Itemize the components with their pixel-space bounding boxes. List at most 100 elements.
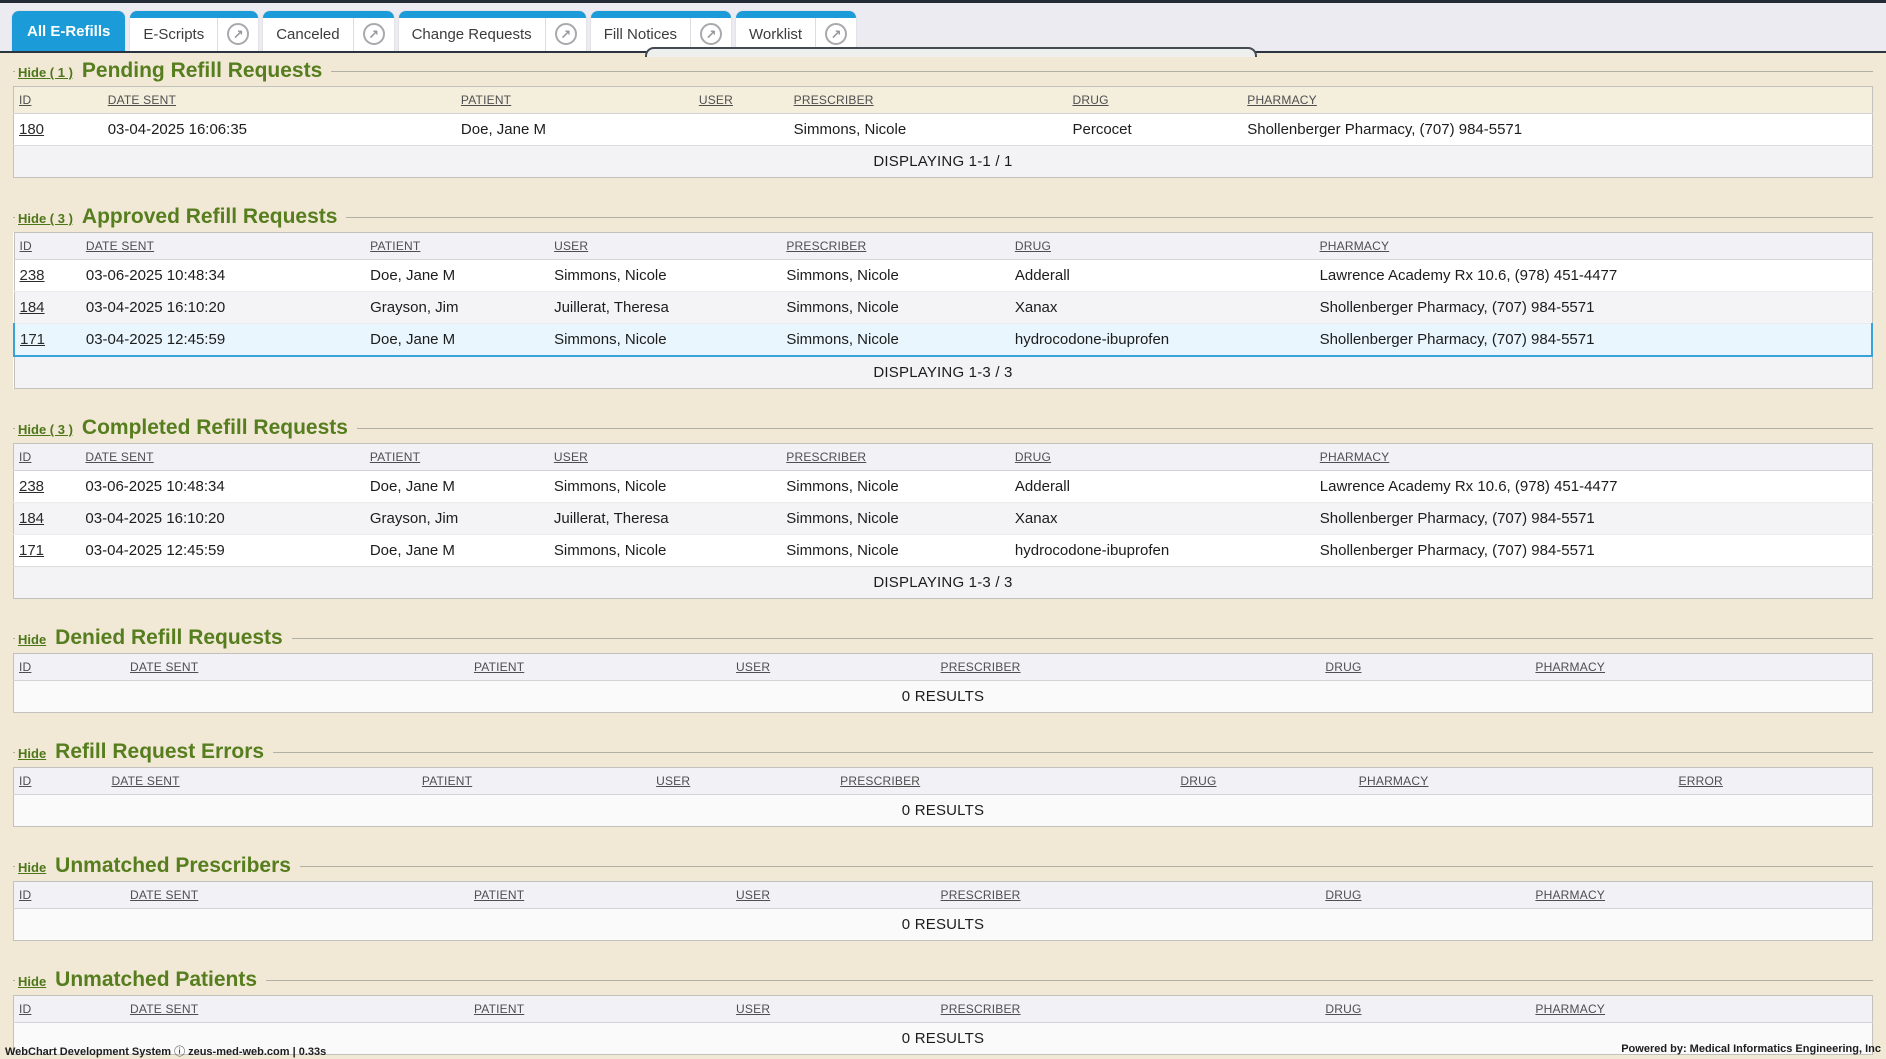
table-row[interactable]: 238 03-06-2025 10:48:34 Doe, Jane M Simmons…: [14, 260, 1872, 292]
id-cell: 180: [14, 114, 103, 146]
refill-id-link[interactable]: 171: [19, 542, 45, 559]
column-header-id[interactable]: ID: [13, 443, 81, 471]
column-header-error[interactable]: ERROR: [1673, 767, 1873, 795]
column-header-user[interactable]: USER: [651, 767, 836, 795]
hide-link-errors[interactable]: Hide: [18, 746, 47, 761]
cell-date-sent: 03-04-2025 12:45:59: [80, 323, 366, 357]
column-header-date-sent[interactable]: DATE SENT: [106, 767, 417, 795]
column-header-date-sent[interactable]: DATE SENT: [125, 653, 469, 681]
column-header-pharmacy[interactable]: PHARMACY: [1530, 881, 1873, 909]
tab-all-e-refills[interactable]: All E-Refills: [12, 11, 126, 51]
table-row[interactable]: 238 03-06-2025 10:48:34 Doe, Jane M Simmons…: [14, 471, 1873, 503]
column-header-date-sent[interactable]: DATE SENT: [102, 86, 456, 114]
popout-arrow-icon[interactable]: ↗: [362, 23, 385, 45]
column-header-patient[interactable]: PATIENT: [455, 86, 694, 114]
column-header-date-sent[interactable]: DATE SENT: [80, 232, 366, 260]
column-header-prescriber[interactable]: PRESCRIBER: [835, 767, 1176, 795]
column-header-drug[interactable]: DRUG: [1320, 653, 1531, 681]
column-header-prescriber[interactable]: PRESCRIBER: [781, 232, 1010, 260]
column-header-prescriber[interactable]: PRESCRIBER: [935, 881, 1321, 909]
tab-worklist[interactable]: Worklist ↗: [736, 11, 857, 51]
cell-drug: Xanax: [1009, 291, 1315, 324]
zero-results-label: 0 RESULTS: [13, 908, 1873, 941]
column-header-prescriber[interactable]: PRESCRIBER: [935, 653, 1321, 681]
column-header-drug[interactable]: DRUG: [1320, 995, 1531, 1023]
hide-link-denied[interactable]: Hide: [18, 632, 47, 647]
column-header-pharmacy[interactable]: PHARMACY: [1530, 653, 1873, 681]
table-row[interactable]: 171 03-04-2025 12:45:59 Doe, Jane M Simmons…: [13, 534, 1873, 567]
section-errors: Hide Refill Request Errors ID DATE SENT PATI…: [13, 740, 1873, 827]
refill-id-link[interactable]: 180: [19, 121, 45, 138]
section-title: Denied Refill Requests: [55, 626, 283, 649]
table-row[interactable]: 184 03-04-2025 16:10:20 Grayson, Jim Juille…: [14, 291, 1872, 324]
refill-table-errors: ID DATE SENT PATIENT USER PRESCRIBER DRUG PHAR…: [13, 767, 1873, 827]
popout-arrow-icon[interactable]: ↗: [227, 23, 250, 45]
column-header-pharmacy[interactable]: PHARMACY: [1314, 443, 1873, 471]
refill-id-link[interactable]: 184: [19, 510, 45, 527]
hide-link-unmatched-patients[interactable]: Hide: [18, 974, 47, 989]
table-footer-row: DISPLAYING 1-1 / 1: [13, 145, 1873, 178]
column-header-drug[interactable]: DRUG: [1009, 443, 1315, 471]
column-header-patient[interactable]: PATIENT: [468, 653, 732, 681]
column-header-id[interactable]: ID: [13, 881, 126, 909]
id-cell: 184: [13, 502, 81, 535]
column-header-id[interactable]: ID: [14, 232, 81, 260]
tab-canceled[interactable]: Canceled ↗: [263, 11, 394, 51]
column-header-patient[interactable]: PATIENT: [364, 443, 549, 471]
column-header-patient[interactable]: PATIENT: [468, 995, 732, 1023]
popout-arrow-icon[interactable]: ↗: [700, 23, 723, 45]
column-header-drug[interactable]: DRUG: [1175, 767, 1354, 795]
column-header-prescriber[interactable]: PRESCRIBER: [781, 443, 1010, 471]
cell-prescriber: Simmons, Nicole: [786, 478, 899, 495]
column-header-prescriber[interactable]: PRESCRIBER: [788, 86, 1068, 114]
column-header-user[interactable]: USER: [731, 653, 936, 681]
hide-link-approved[interactable]: Hide ( 3 ): [18, 211, 73, 226]
column-header-pharmacy[interactable]: PHARMACY: [1314, 232, 1872, 260]
table-row[interactable]: 180 03-04-2025 16:06:35 Doe, Jane M Simmons…: [14, 114, 1873, 146]
tab-e-scripts[interactable]: E-Scripts ↗: [130, 11, 259, 51]
column-header-patient[interactable]: PATIENT: [365, 232, 550, 260]
refill-id-link[interactable]: 171: [20, 331, 46, 348]
popout-arrow-icon[interactable]: ↗: [554, 23, 577, 45]
popout-arrow-icon[interactable]: ↗: [825, 23, 848, 45]
hide-link-unmatched-prescribers[interactable]: Hide: [18, 860, 47, 875]
cell-prescriber: Simmons, Nicole: [793, 121, 907, 138]
hide-link-pending[interactable]: Hide ( 1 ): [18, 65, 73, 80]
tab-change-requests[interactable]: Change Requests ↗: [398, 11, 586, 51]
refill-id-link[interactable]: 238: [19, 267, 45, 284]
column-header-id[interactable]: ID: [13, 653, 126, 681]
column-header-pharmacy[interactable]: PHARMACY: [1242, 86, 1873, 114]
table-row[interactable]: 184 03-04-2025 16:10:20 Grayson, Jim Juille…: [13, 502, 1873, 535]
column-header-prescriber[interactable]: PRESCRIBER: [935, 995, 1321, 1023]
column-header-user[interactable]: USER: [731, 995, 936, 1023]
cell-user: Simmons, Nicole: [554, 267, 667, 284]
column-header-date-sent[interactable]: DATE SENT: [80, 443, 365, 471]
column-header-drug[interactable]: DRUG: [1320, 881, 1531, 909]
table-row[interactable]: 171 03-04-2025 12:45:59 Doe, Jane M Simmons…: [13, 323, 1874, 357]
cell-patient: Doe, Jane M: [365, 323, 550, 357]
tab-fill-notices[interactable]: Fill Notices ↗: [590, 11, 732, 51]
column-header-user[interactable]: USER: [548, 443, 782, 471]
footer-left: WebChart Development System ⓘ zeus-med-web…: [5, 1043, 326, 1059]
column-header-id[interactable]: ID: [13, 995, 126, 1023]
column-header-pharmacy[interactable]: PHARMACY: [1530, 995, 1873, 1023]
refill-id-link[interactable]: 238: [19, 478, 45, 495]
column-header-date-sent[interactable]: DATE SENT: [125, 995, 469, 1023]
section-title: Completed Refill Requests: [81, 416, 348, 439]
column-header-user[interactable]: USER: [693, 86, 789, 114]
cell-drug: Adderall: [1014, 267, 1070, 284]
column-header-user[interactable]: USER: [549, 232, 782, 260]
column-header-user[interactable]: USER: [731, 881, 936, 909]
refill-id-link[interactable]: 184: [19, 299, 45, 316]
table-footer-row: DISPLAYING 1-3 / 3: [14, 355, 1872, 389]
column-header-id[interactable]: ID: [13, 767, 107, 795]
column-header-date-sent[interactable]: DATE SENT: [125, 881, 469, 909]
column-header-patient[interactable]: PATIENT: [416, 767, 652, 795]
column-header-patient[interactable]: PATIENT: [468, 881, 732, 909]
column-header-drug[interactable]: DRUG: [1067, 86, 1243, 114]
hide-link-completed[interactable]: Hide ( 3 ): [18, 422, 73, 437]
section-completed: Hide ( 3 ) Completed Refill Requests ID DAT…: [13, 416, 1873, 599]
column-header-drug[interactable]: DRUG: [1009, 232, 1315, 260]
column-header-id[interactable]: ID: [13, 86, 103, 114]
column-header-pharmacy[interactable]: PHARMACY: [1353, 767, 1674, 795]
